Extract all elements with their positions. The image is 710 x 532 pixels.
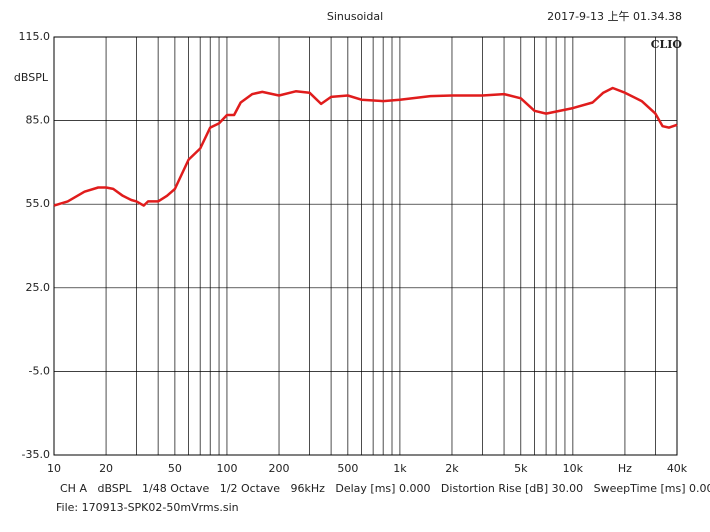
y-tick-label: 85.0	[26, 114, 51, 127]
chart-title: Sinusoidal	[327, 10, 383, 23]
y-tick-label: 25.0	[26, 281, 51, 294]
x-tick-label: 500	[337, 462, 358, 475]
x-tick-label: 100	[216, 462, 237, 475]
y-tick-label: 55.0	[26, 197, 51, 210]
x-tick-label: 10k	[563, 462, 584, 475]
file-name: File: 170913-SPK02-50mVrms.sin	[56, 501, 239, 514]
x-tick-label: 10	[47, 462, 61, 475]
x-tick-label: 40k	[667, 462, 688, 475]
brand: CLIO	[651, 38, 683, 51]
x-tick-label: 2k	[445, 462, 459, 475]
y-tick-label: 115.0	[19, 30, 51, 43]
plot-frame	[53, 36, 678, 456]
timestamp: 2017-9-13 上午 01.34.38	[547, 10, 682, 23]
y-tick-label: -35.0	[22, 448, 50, 461]
x-tick-label: 5k	[514, 462, 528, 475]
y-tick-label: -5.0	[29, 364, 50, 377]
x-tick-label: 1k	[393, 462, 407, 475]
response-curve	[53, 86, 678, 207]
footer: CH A dBSPL 1/48 Octave 1/2 Octave 96kHz …	[60, 482, 710, 495]
x-tick-label: 200	[269, 462, 290, 475]
x-tick-label: 50	[168, 462, 182, 475]
x-tick-label: 20	[99, 462, 113, 475]
x-tick-label: Hz	[618, 462, 632, 475]
y-axis-label: dBSPL	[14, 71, 49, 84]
